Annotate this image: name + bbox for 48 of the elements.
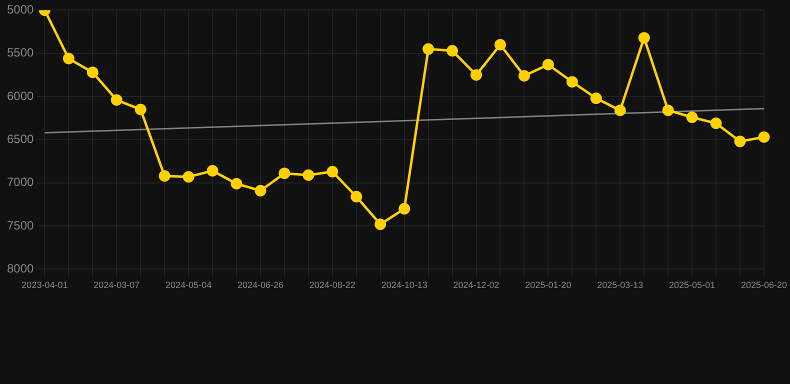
point [302,169,314,181]
x-tick-label: 2024-10-13 [381,280,428,290]
point [254,184,266,196]
point [614,104,626,116]
point [326,166,338,178]
x-tick-label: 2025-05-01 [669,280,716,290]
y-tick-label: 8000 [6,262,34,276]
point [206,165,218,177]
y-tick-label: 5000 [6,2,34,17]
x-tick-label: 2024-12-02 [453,280,500,290]
y-tick-label: 6500 [6,132,34,146]
x-tick-label: 2024-05-04 [166,280,212,290]
x-tick-label: 2025-06-20 [740,280,788,290]
point [734,136,746,148]
point [638,32,650,44]
point [566,76,578,88]
point [374,218,386,230]
x-tick-label: 2025-03-13 [597,280,644,290]
point [470,69,482,81]
point [662,104,674,116]
point [398,203,410,215]
point [494,38,506,50]
point [686,112,698,124]
point [278,168,290,180]
y-tick-label: 7500 [6,218,34,232]
point [230,178,242,190]
x-tick-label: 2024-03-07 [94,280,140,290]
point [62,52,74,64]
point [590,92,602,104]
point [446,45,458,57]
x-tick-label: 2024-08-22 [309,280,356,290]
point [542,58,554,70]
y-tick-label: 6000 [6,88,34,103]
point [110,94,122,106]
y-tick-label: 7000 [6,175,34,190]
point [134,104,146,116]
point [158,170,170,182]
point [758,131,770,143]
y-tick-label: 5500 [6,46,34,60]
x-tick-label: 2023-04-01 [22,280,68,290]
x-tick-label: 2024-06-26 [237,280,284,290]
point [182,171,194,183]
point [518,70,530,82]
point [350,190,362,202]
point [86,66,98,78]
point [422,43,434,55]
point [710,118,722,130]
x-tick-label: 2025-01-20 [525,280,572,290]
